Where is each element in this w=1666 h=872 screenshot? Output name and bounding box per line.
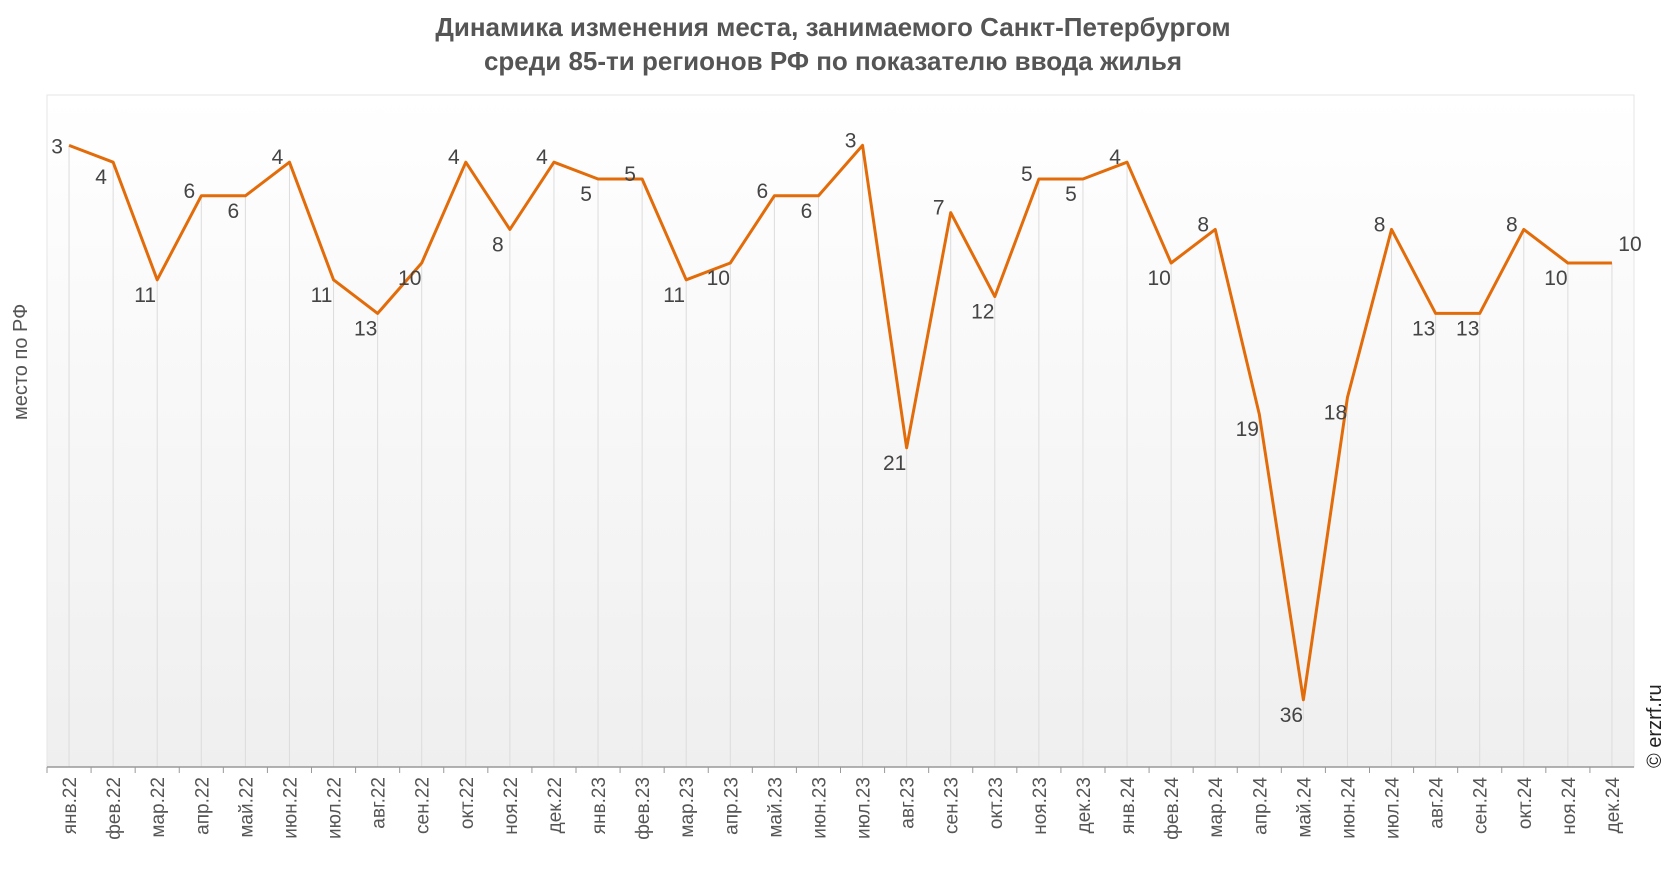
y-axis-label: место по РФ bbox=[10, 303, 32, 420]
x-tick-label: окт.24 bbox=[1515, 777, 1536, 830]
data-label: 6 bbox=[183, 180, 195, 203]
x-tick-label: мар.24 bbox=[1206, 777, 1227, 838]
data-label: 6 bbox=[757, 180, 769, 203]
x-tick-label: июн.22 bbox=[280, 777, 301, 839]
x-tick-label: апр.24 bbox=[1250, 777, 1271, 835]
title-line-1: Динамика изменения места, занимаемого Са… bbox=[435, 12, 1231, 42]
x-tick-label: ноя.22 bbox=[501, 777, 522, 835]
watermark: © erzrf.ru bbox=[1644, 684, 1666, 768]
data-label: 12 bbox=[971, 301, 994, 324]
data-label: 4 bbox=[448, 146, 460, 169]
x-tick-label: сен.22 bbox=[413, 777, 434, 834]
x-tick-label: ноя.23 bbox=[1030, 777, 1051, 835]
x-tick-label: сен.24 bbox=[1471, 777, 1492, 834]
data-label: 7 bbox=[933, 197, 945, 220]
data-label: 4 bbox=[95, 166, 107, 189]
x-tick-label: авг.22 bbox=[369, 777, 390, 829]
data-label: 5 bbox=[624, 163, 636, 186]
plot-area bbox=[46, 94, 1635, 768]
x-tick-label: дек.23 bbox=[1074, 777, 1095, 833]
data-label: 11 bbox=[663, 284, 685, 307]
x-tick-label: дек.24 bbox=[1603, 777, 1624, 834]
data-label: 21 bbox=[883, 452, 906, 475]
x-tick-label: мар.22 bbox=[148, 777, 169, 838]
x-tick-label: фев.24 bbox=[1162, 777, 1183, 840]
x-tick-label: янв.24 bbox=[1118, 777, 1139, 835]
data-label: 5 bbox=[1065, 183, 1077, 206]
x-tick-label: авг.23 bbox=[898, 777, 919, 829]
data-label: 3 bbox=[845, 129, 857, 152]
data-label: 11 bbox=[134, 284, 156, 307]
data-label: 4 bbox=[272, 146, 284, 169]
x-tick-label: фев.22 bbox=[104, 777, 125, 840]
data-label: 5 bbox=[580, 183, 592, 206]
data-label: 18 bbox=[1324, 401, 1347, 424]
x-tick-label: ноя.24 bbox=[1559, 777, 1580, 835]
x-tick-label: июн.24 bbox=[1338, 777, 1359, 839]
data-label: 10 bbox=[1618, 233, 1641, 256]
data-label: 11 bbox=[311, 284, 333, 307]
x-tick-label: май.22 bbox=[236, 777, 257, 838]
data-label: 4 bbox=[1109, 146, 1121, 169]
x-tick-label: фев.23 bbox=[633, 777, 654, 840]
data-label: 19 bbox=[1236, 418, 1259, 441]
x-tick-label: июн.23 bbox=[809, 777, 830, 839]
data-label: 10 bbox=[707, 267, 730, 290]
x-tick-label: окт.22 bbox=[457, 777, 478, 829]
x-tick-label: сен.23 bbox=[942, 777, 963, 834]
data-label: 8 bbox=[1374, 213, 1386, 236]
data-label: 13 bbox=[1456, 317, 1479, 340]
data-label: 8 bbox=[492, 233, 504, 256]
chart-title: Динамика изменения места, занимаемого Са… bbox=[0, 10, 1666, 78]
x-tick-label: июл.22 bbox=[325, 777, 346, 839]
data-label: 13 bbox=[354, 317, 377, 340]
title-line-2: среди 85-ти регионов РФ по показателю вв… bbox=[483, 46, 1183, 76]
x-tick-label: июл.24 bbox=[1383, 777, 1404, 839]
x-tick-label: янв.22 bbox=[60, 777, 81, 834]
series-line bbox=[68, 143, 1612, 702]
data-label: 6 bbox=[801, 200, 813, 223]
x-tick-label: окт.23 bbox=[986, 777, 1007, 829]
data-label: 36 bbox=[1280, 704, 1303, 727]
x-tick-label: дек.22 bbox=[545, 777, 566, 833]
data-label: 10 bbox=[1147, 267, 1170, 290]
x-tick-label: авг.24 bbox=[1427, 777, 1448, 829]
x-tick-label: май.23 bbox=[765, 777, 786, 838]
x-tick-label: апр.22 bbox=[192, 777, 213, 835]
x-tick-label: янв.23 bbox=[589, 777, 610, 834]
x-tick-label: мар.23 bbox=[677, 777, 698, 838]
data-label: 3 bbox=[51, 135, 63, 158]
data-label: 8 bbox=[1506, 213, 1518, 236]
x-tick-label: май.24 bbox=[1294, 777, 1315, 838]
data-label: 5 bbox=[1021, 163, 1033, 186]
data-label: 10 bbox=[398, 267, 421, 290]
data-label: 8 bbox=[1197, 213, 1209, 236]
x-tick-label: апр.23 bbox=[721, 777, 742, 835]
data-label: 6 bbox=[228, 200, 240, 223]
data-label: 13 bbox=[1412, 317, 1435, 340]
x-tick-label: июл.23 bbox=[854, 777, 875, 839]
data-label: 4 bbox=[536, 146, 548, 169]
data-label: 10 bbox=[1544, 267, 1567, 290]
